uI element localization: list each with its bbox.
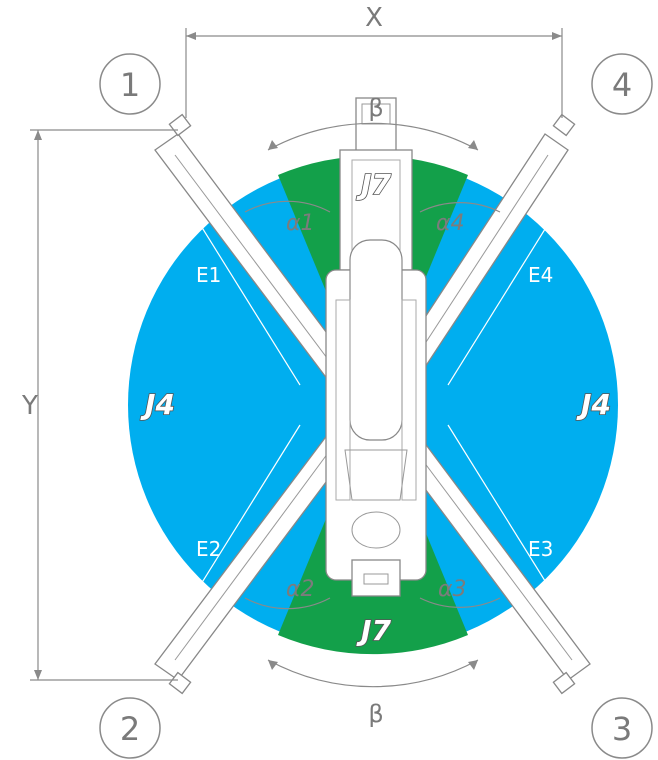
alpha2-label: α2: [286, 577, 315, 602]
zone-j7-top-label: J7: [356, 168, 391, 201]
beta-arc-top: [267, 122, 479, 151]
corner-4: 4: [591, 53, 653, 115]
extension-e2-label: E2: [196, 537, 221, 561]
beta-arc-bottom: [267, 659, 479, 688]
beta-label-bottom: β: [368, 700, 383, 728]
corner-3: 3: [591, 697, 653, 759]
alpha2-arc: [244, 597, 331, 610]
corner-1-label: 1: [120, 66, 140, 104]
corner-1: 1: [99, 53, 161, 115]
alpha4-label: α4: [436, 211, 465, 236]
zone-j7-bottom-label: J7: [356, 614, 391, 647]
crane-body: [325, 97, 427, 597]
corner-4-label: 4: [612, 66, 632, 104]
outrigger-leg-3: [383, 417, 591, 695]
corner-2: 2: [99, 697, 161, 759]
dimension-y: [30, 129, 178, 681]
alpha4-arc: [419, 202, 501, 213]
beta-label-top: β: [368, 94, 383, 122]
alpha3-arc: [419, 597, 501, 608]
extension-e3-label: E3: [528, 537, 553, 561]
zone-j4-left-label: J4: [140, 388, 175, 421]
alpha1-label: α1: [286, 211, 315, 236]
dimension-x: [185, 28, 563, 118]
extension-e4-label: E4: [528, 263, 553, 287]
corner-3-label: 3: [612, 710, 632, 748]
extension-e1-label: E1: [196, 263, 221, 287]
zone-j4-right-label: J4: [576, 388, 611, 421]
dimension-x-label: X: [365, 3, 383, 33]
outrigger-leg-4: [383, 113, 576, 397]
alpha1-arc: [244, 200, 331, 213]
extension-dimensions: [159, 159, 589, 651]
alpha3-label: α3: [438, 577, 467, 602]
dimension-y-label: Y: [21, 391, 38, 421]
corner-2-label: 2: [120, 710, 140, 748]
